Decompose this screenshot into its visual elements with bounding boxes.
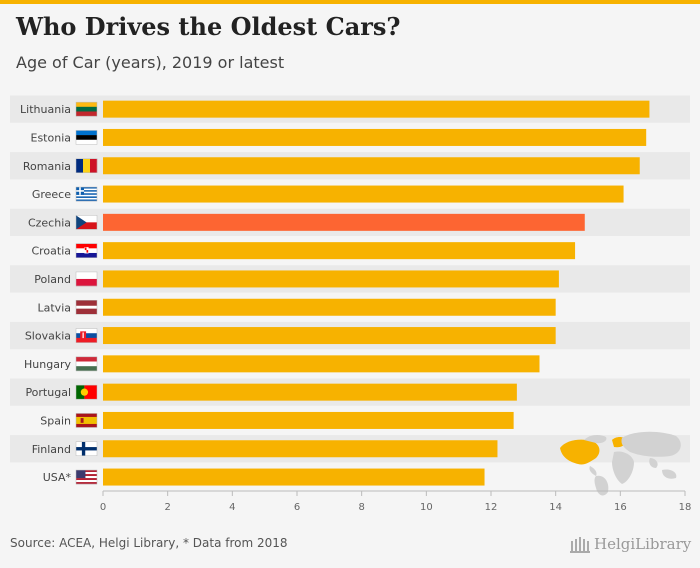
estonia-flag-icon (75, 130, 98, 145)
x-tick-label: 6 (294, 502, 300, 513)
x-tick-label: 10 (420, 502, 433, 513)
chart-title: Who Drives the Oldest Cars? (16, 12, 401, 41)
helgi-library-logo: HelgiLibrary (568, 534, 692, 556)
category-label: Finland (32, 443, 71, 456)
x-tick-label: 4 (229, 502, 235, 513)
lithuania-flag-icon (75, 101, 98, 117)
bar-lithuania (103, 100, 650, 118)
croatia-flag-icon (75, 243, 98, 258)
bar-greece (103, 185, 624, 203)
x-tick-label: 2 (164, 502, 170, 513)
bar-portugal (103, 383, 517, 401)
latvia-flag-icon (75, 300, 98, 315)
bar-romania (103, 157, 640, 175)
category-label: Latvia (38, 301, 72, 314)
usa-flag-icon (75, 469, 98, 485)
bar-croatia (103, 242, 576, 260)
category-label: Estonia (31, 131, 72, 144)
category-label: Czechia (28, 216, 71, 229)
bar-estonia (103, 128, 647, 146)
category-label: Greece (32, 188, 71, 201)
x-tick-label: 14 (549, 502, 562, 513)
x-tick-label: 12 (485, 502, 498, 513)
library-building-icon (570, 537, 590, 553)
hungary-flag-icon (75, 356, 98, 372)
top-accent-bar (0, 0, 700, 4)
category-label: USA* (43, 471, 72, 484)
portugal-flag-icon (75, 384, 98, 400)
finland-flag-icon (75, 441, 98, 456)
category-label: Croatia (31, 245, 71, 258)
category-label: Lithuania (20, 103, 71, 116)
chart-subtitle: Age of Car (years), 2019 or latest (16, 53, 285, 72)
bar-slovakia (103, 327, 556, 345)
poland-flag-icon (75, 271, 98, 287)
category-label: Portugal (25, 386, 71, 399)
category-label: Spain (40, 414, 71, 427)
czechia-flag-icon (75, 215, 98, 230)
category-label: Slovakia (25, 330, 71, 343)
spain-flag-icon (75, 413, 98, 428)
x-tick-label: 18 (679, 502, 692, 513)
bar-poland (103, 270, 559, 288)
x-tick-label: 0 (100, 502, 106, 513)
bar-usa (103, 468, 485, 486)
romania-flag-icon (75, 158, 98, 173)
bar-latvia (103, 298, 556, 316)
slovakia-flag-icon (75, 328, 98, 343)
x-tick-label: 16 (614, 502, 627, 513)
logo-text: HelgiLibrary (594, 535, 692, 553)
bar-hungary (103, 355, 540, 373)
x-tick-label: 8 (358, 502, 364, 513)
bar-spain (103, 411, 514, 429)
bar-czechia (103, 213, 585, 231)
greece-flag-icon (75, 186, 98, 202)
category-label: Romania (23, 160, 71, 173)
category-label: Hungary (24, 358, 71, 371)
source-note: Source: ACEA, Helgi Library, * Data from… (10, 536, 288, 550)
category-label: Poland (34, 273, 71, 286)
bar-finland (103, 440, 498, 458)
world-map-icon (560, 431, 681, 496)
